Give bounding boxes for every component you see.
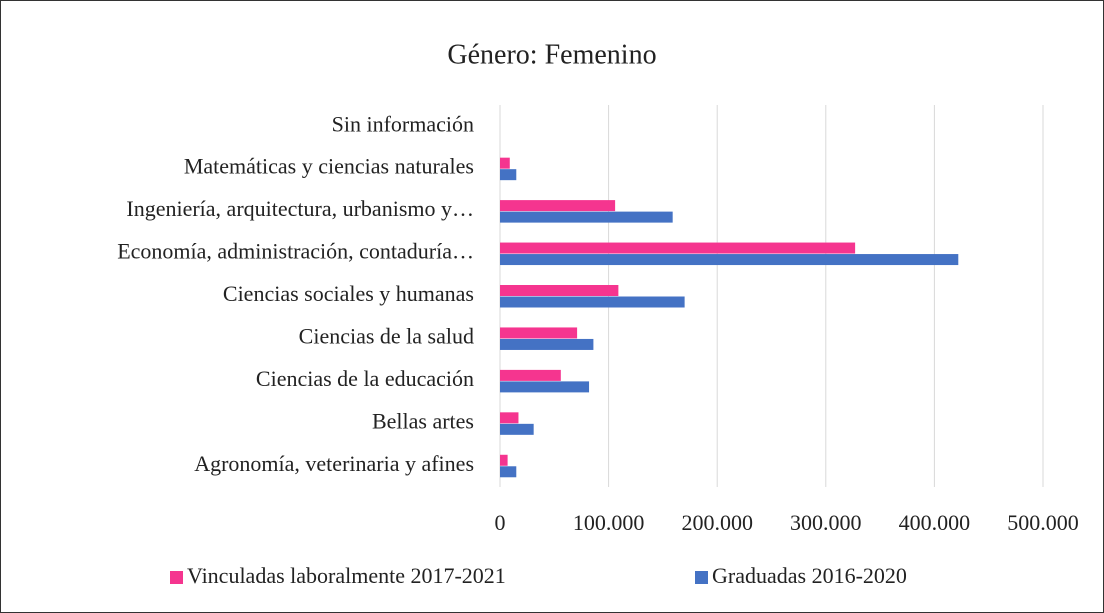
bar (500, 412, 519, 424)
bar (500, 285, 619, 296)
legend-label: Graduadas 2016-2020 (712, 563, 907, 588)
bar (500, 369, 561, 381)
x-tick-label: 400.000 (899, 510, 971, 535)
x-tick-label: 500.000 (1007, 510, 1079, 535)
bar (500, 211, 673, 223)
y-tick-label: Agronomía, veterinaria y afines (194, 451, 474, 476)
bar (500, 327, 578, 339)
x-tick-label: 300.000 (790, 510, 862, 535)
y-tick-label: Sin información (332, 111, 474, 136)
x-tick-label: 0 (495, 510, 506, 535)
bar (500, 254, 959, 266)
bar (500, 296, 685, 308)
y-tick-label: Bellas artes (372, 408, 474, 433)
bar (500, 169, 517, 181)
legend-swatch (695, 571, 708, 584)
y-tick-label: Ciencias sociales y humanas (223, 281, 474, 306)
bar (500, 466, 517, 478)
y-tick-label: Ingeniería, arquitectura, urbanismo y… (126, 196, 474, 221)
y-tick-label: Ciencias de la salud (299, 323, 474, 348)
y-tick-label: Economía, administración, contaduría… (117, 239, 474, 264)
bar (500, 200, 616, 212)
bar (500, 454, 508, 466)
y-tick-label: Ciencias de la educación (256, 366, 474, 391)
y-tick-label: Matemáticas y ciencias naturales (184, 154, 474, 179)
x-tick-label: 200.000 (681, 510, 753, 535)
legend-label: Vinculadas laboralmente 2017-2021 (187, 563, 506, 588)
bar (500, 338, 594, 350)
bar (500, 381, 590, 393)
chart-title: Género: Femenino (447, 39, 656, 70)
x-tick-label: 100.000 (573, 510, 645, 535)
legend-swatch (170, 571, 183, 584)
bar (500, 242, 856, 254)
bar (500, 157, 510, 169)
bar (500, 423, 534, 435)
